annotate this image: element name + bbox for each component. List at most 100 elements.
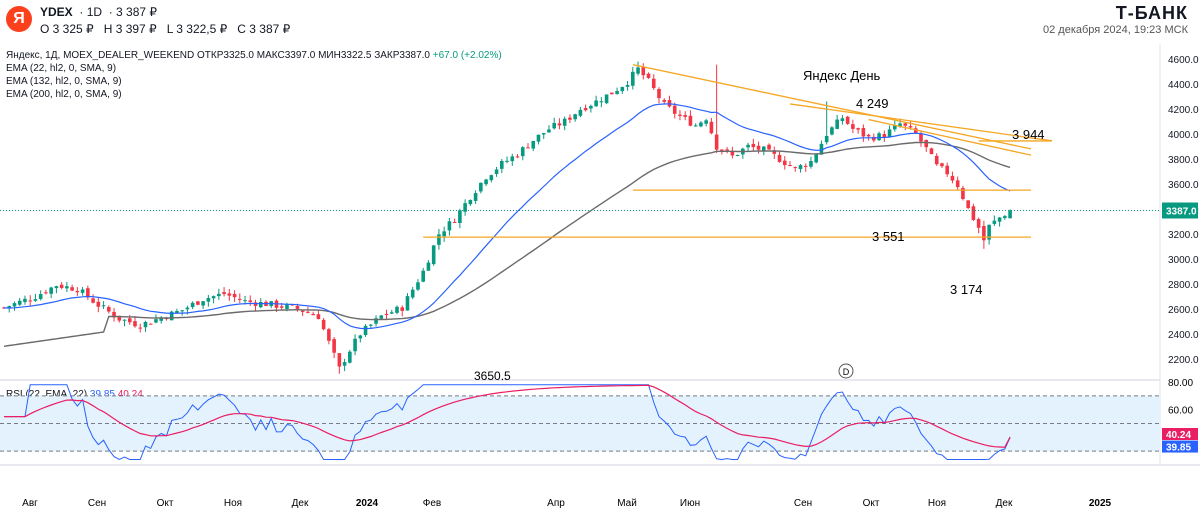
annotation-3944: 3 944 (1012, 127, 1045, 142)
candle-body (295, 305, 300, 309)
candle-body (756, 145, 761, 150)
candle-body (625, 84, 630, 87)
candle-body (762, 146, 766, 152)
rsi-line[interactable] (4, 384, 1011, 461)
candle-body (238, 298, 242, 300)
candle-body (573, 114, 577, 120)
candle-body (730, 151, 735, 156)
candle-body (175, 310, 179, 314)
time-tick-label: Сен (88, 498, 106, 509)
candle-body (49, 287, 53, 294)
candle-body (363, 325, 368, 336)
legend-open: ОТКР3325.0 (197, 50, 254, 61)
candle-body (982, 225, 986, 241)
legend-ema-mid[interactable]: EMA (132, hl2, 0, SMA, 9) (6, 76, 122, 87)
candle-body (877, 133, 881, 141)
candle-body (772, 150, 777, 154)
candle-body (704, 120, 708, 124)
candle-body (840, 118, 845, 122)
legend-ema-fast[interactable]: EMA (22, hl2, 0, SMA, 9) (6, 63, 117, 74)
candle-body (117, 315, 122, 321)
candle-body (426, 262, 431, 271)
candle-body (971, 206, 976, 220)
candle-body (657, 89, 661, 99)
trendline[interactable] (868, 118, 1032, 156)
ohlc-open: O 3 325 ₽ (40, 22, 94, 36)
price-tick-label: 3600.0 (1168, 180, 1199, 191)
price-tick-label: 3200.0 (1168, 230, 1199, 241)
annotation-3650: 3650.5 (474, 369, 511, 383)
candle-body (258, 301, 263, 308)
candle-body (882, 134, 887, 138)
candle-body (950, 175, 955, 181)
time-tick-label: Окт (863, 498, 880, 509)
candle-body (431, 245, 436, 265)
chart-header: Я YDEX · 1D · 3 387 ₽ O 3 325 ₽ H 3 397 … (0, 0, 1200, 44)
rsi-label[interactable]: RSI (22, EMA, 22) (6, 389, 88, 400)
candle-body (484, 179, 488, 185)
candle-body (7, 306, 12, 308)
price-tick-label: 2600.0 (1168, 305, 1199, 316)
trendline[interactable] (632, 63, 1032, 150)
candle-body (615, 91, 619, 95)
candle-body (751, 143, 756, 148)
candle-body (793, 167, 798, 169)
candle-body (342, 362, 347, 366)
candle-body (405, 296, 410, 311)
candle-body (735, 154, 740, 156)
candle-body (206, 298, 211, 302)
candle-body (421, 270, 425, 282)
candle-body (856, 128, 860, 130)
candle-body (410, 289, 415, 298)
annotation-4249: 4 249 (856, 96, 889, 111)
candle-body (143, 321, 148, 328)
candle-body (557, 123, 562, 126)
ema-fast-line[interactable] (3, 103, 1011, 330)
candle-body (672, 105, 677, 114)
candle-body (562, 118, 567, 126)
candle-body (337, 353, 342, 367)
candle-body (589, 105, 593, 109)
candle-body (91, 298, 95, 303)
candle-body (898, 123, 902, 127)
annotation-3551: 3 551 (872, 229, 905, 244)
legend-ema-slow[interactable]: EMA (200, hl2, 0, SMA, 9) (6, 89, 122, 100)
candle-body (321, 319, 326, 330)
trendline[interactable] (789, 103, 1053, 142)
rsi-value: 39.85 (89, 389, 115, 400)
candle-body (976, 219, 981, 228)
candle-body (379, 315, 384, 319)
candle-body (217, 293, 221, 297)
candle-body (866, 134, 871, 137)
ohlc-low: L 3 322,5 ₽ (166, 22, 228, 36)
candle-body (1003, 216, 1007, 219)
price-tick-label: 2200.0 (1168, 355, 1199, 366)
candle-body (809, 161, 813, 167)
candle-body (531, 140, 536, 149)
symbol-name[interactable]: YDEX (40, 5, 73, 19)
interval-label[interactable]: 1D (86, 5, 103, 19)
candle-body (961, 188, 965, 200)
rsi-ma-value: 40.24 (117, 389, 143, 400)
candle-body (919, 133, 923, 142)
rsi-ma-line[interactable] (4, 384, 1011, 448)
time-tick-label: Окт (157, 498, 174, 509)
candle-body (510, 156, 515, 162)
rsi-ma-badge (1162, 428, 1198, 441)
candle-body (101, 305, 106, 307)
candle-body (479, 182, 483, 192)
candle-body (798, 165, 803, 170)
time-tick-label: Авг (22, 498, 38, 509)
candle-body (767, 144, 771, 150)
candle-body (353, 338, 357, 352)
candle-body (70, 287, 74, 291)
time-tick-label: Май (617, 498, 637, 509)
price-tick-label: 4400.0 (1168, 80, 1199, 91)
candle-body (180, 310, 184, 312)
dividend-marker[interactable] (838, 363, 854, 379)
candle-body (515, 156, 520, 158)
ema-slow-line[interactable] (3, 141, 1011, 347)
candle-body (33, 299, 38, 301)
candle-body (248, 300, 253, 302)
